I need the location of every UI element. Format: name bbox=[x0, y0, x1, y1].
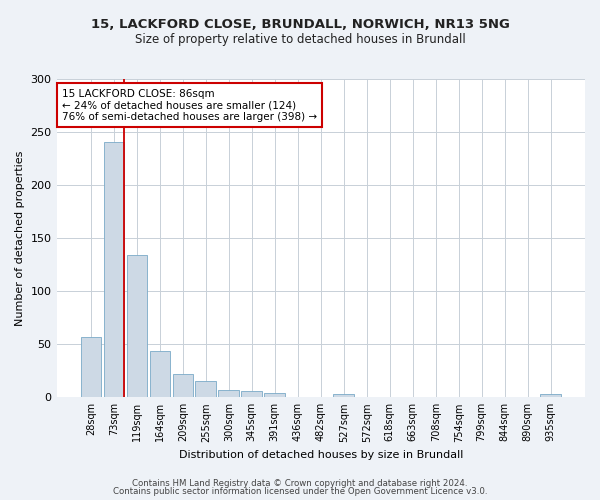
Text: Contains HM Land Registry data © Crown copyright and database right 2024.: Contains HM Land Registry data © Crown c… bbox=[132, 478, 468, 488]
Bar bbox=[80, 337, 101, 398]
Bar bbox=[196, 382, 216, 398]
Bar bbox=[173, 374, 193, 398]
Bar bbox=[540, 394, 561, 398]
Bar bbox=[104, 142, 124, 398]
Text: 15 LACKFORD CLOSE: 86sqm
← 24% of detached houses are smaller (124)
76% of semi-: 15 LACKFORD CLOSE: 86sqm ← 24% of detach… bbox=[62, 88, 317, 122]
Bar bbox=[149, 350, 170, 398]
Bar bbox=[265, 393, 285, 398]
Y-axis label: Number of detached properties: Number of detached properties bbox=[15, 150, 25, 326]
Text: 15, LACKFORD CLOSE, BRUNDALL, NORWICH, NR13 5NG: 15, LACKFORD CLOSE, BRUNDALL, NORWICH, N… bbox=[91, 18, 509, 30]
Bar bbox=[241, 391, 262, 398]
Bar bbox=[127, 255, 147, 398]
X-axis label: Distribution of detached houses by size in Brundall: Distribution of detached houses by size … bbox=[179, 450, 463, 460]
Text: Size of property relative to detached houses in Brundall: Size of property relative to detached ho… bbox=[134, 32, 466, 46]
Bar bbox=[218, 390, 239, 398]
Bar bbox=[334, 394, 354, 398]
Text: Contains public sector information licensed under the Open Government Licence v3: Contains public sector information licen… bbox=[113, 488, 487, 496]
